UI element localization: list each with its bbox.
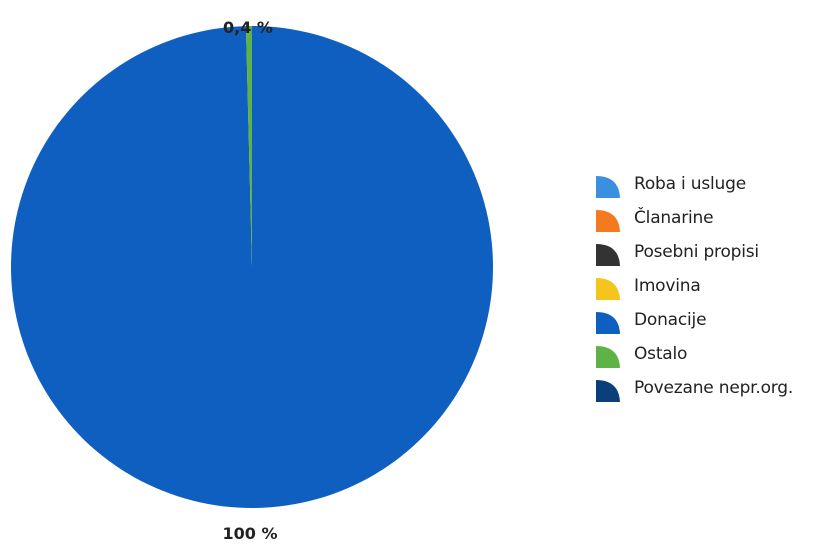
data-label-donacije: 100 % bbox=[223, 524, 278, 543]
legend-label: Članarine bbox=[634, 208, 714, 228]
legend-item-ostalo: Ostalo bbox=[594, 340, 814, 374]
legend-item-donacije: Donacije bbox=[594, 306, 814, 340]
legend-label: Posebni propisi bbox=[634, 242, 759, 262]
legend-label: Imovina bbox=[634, 276, 701, 296]
legend-swatch-icon bbox=[596, 312, 620, 334]
legend-item-posebni-propisi: Posebni propisi bbox=[594, 238, 814, 272]
legend-label: Povezane nepr.org. bbox=[634, 378, 794, 398]
legend-item-roba-i-usluge: Roba i usluge bbox=[594, 170, 814, 204]
legend-swatch-icon bbox=[596, 346, 620, 368]
legend-label: Donacije bbox=[634, 310, 707, 330]
legend-swatch-icon bbox=[596, 244, 620, 266]
legend-label: Roba i usluge bbox=[634, 174, 746, 194]
legend-swatch-icon bbox=[596, 210, 620, 232]
legend-item-povezane-nepr-org: Povezane nepr.org. bbox=[594, 374, 814, 408]
legend-swatch-icon bbox=[596, 380, 620, 402]
legend-label: Ostalo bbox=[634, 344, 688, 364]
legend-swatch-icon bbox=[596, 278, 620, 300]
chart-legend: Roba i usluge Članarine Posebni propisi … bbox=[594, 170, 814, 408]
legend-swatch-icon bbox=[596, 176, 620, 198]
legend-item-imovina: Imovina bbox=[594, 272, 814, 306]
pie-slice-ostalo bbox=[245, 26, 252, 267]
legend-item-clanarine: Članarine bbox=[594, 204, 814, 238]
data-label-ostalo: 0,4 % bbox=[223, 18, 273, 37]
